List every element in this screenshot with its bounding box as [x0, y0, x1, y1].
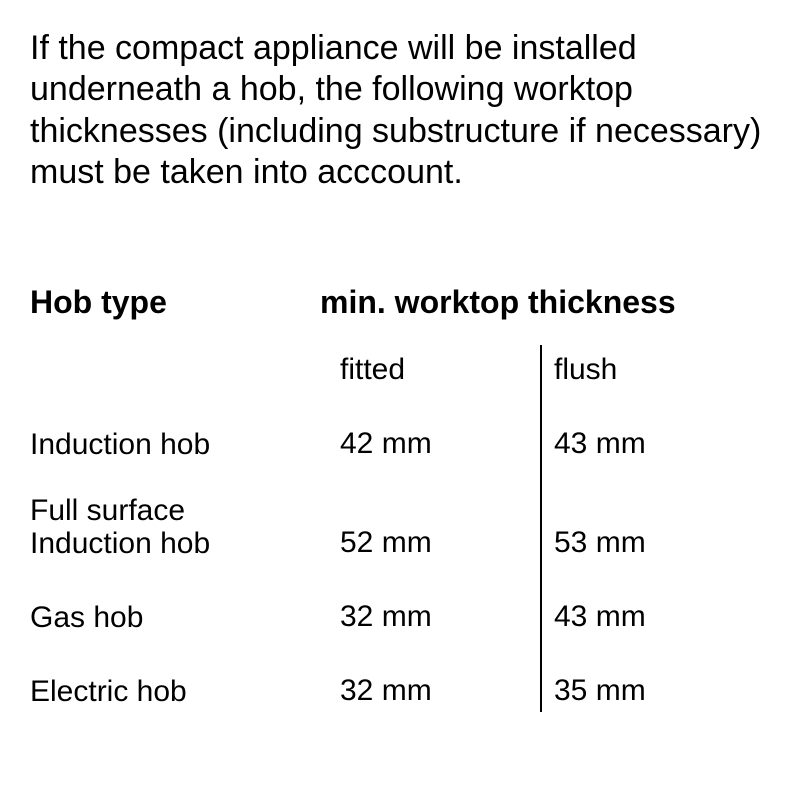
- cell-hob-type: Electric hob: [30, 675, 320, 712]
- table-header-row: Hob type min. worktop thickness: [30, 284, 770, 321]
- header-hob-type: Hob type: [30, 284, 320, 321]
- cell-fitted: 52 mm: [320, 526, 540, 564]
- subheader-spacer: [30, 387, 320, 391]
- subheader-flush: flush: [540, 345, 754, 391]
- cell-hob-type: Full surface Induction hob: [30, 484, 320, 564]
- intro-text: If the compact appliance will be install…: [30, 28, 770, 194]
- header-min-thickness: min. worktop thickness: [320, 284, 676, 321]
- table-row: Induction hob 42 mm 43 mm: [30, 391, 770, 465]
- cell-flush: 43 mm: [540, 564, 754, 638]
- thickness-table: Hob type min. worktop thickness fitted f…: [30, 284, 770, 712]
- table-row: Gas hob 32 mm 43 mm: [30, 564, 770, 638]
- cell-hob-type: Gas hob: [30, 601, 320, 638]
- table-row: Full surface Induction hob 52 mm 53 mm: [30, 465, 770, 564]
- cell-flush: 53 mm: [540, 465, 754, 564]
- cell-fitted: 32 mm: [320, 600, 540, 638]
- cell-fitted: 32 mm: [320, 674, 540, 712]
- table-row: Electric hob 32 mm 35 mm: [30, 638, 770, 712]
- subheader-fitted: fitted: [320, 353, 540, 391]
- cell-flush: 43 mm: [540, 391, 754, 465]
- page: If the compact appliance will be install…: [0, 0, 800, 800]
- cell-flush: 35 mm: [540, 638, 754, 712]
- table-subheader-row: fitted flush: [30, 349, 770, 391]
- cell-fitted: 42 mm: [320, 427, 540, 465]
- cell-hob-type: Induction hob: [30, 428, 320, 465]
